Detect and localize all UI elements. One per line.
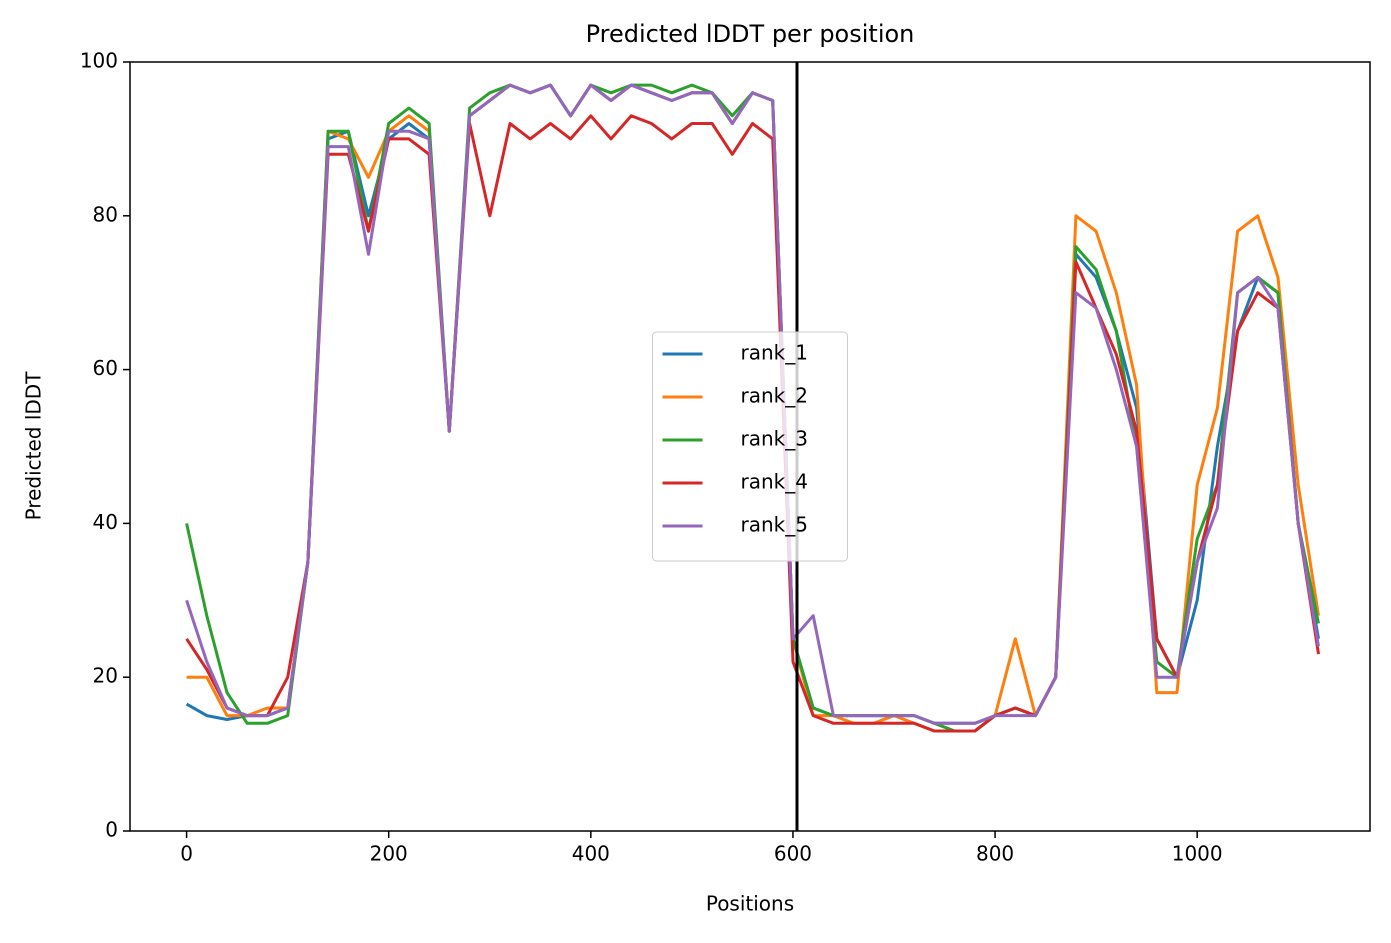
legend-label: rank_5: [741, 513, 808, 537]
x-tick-label: 800: [976, 842, 1014, 866]
line: [185, 83, 1320, 725]
x-tick-label: 1000: [1172, 842, 1223, 866]
y-axis-label: Predicted lDDT: [22, 371, 46, 521]
x-axis-label: Positions: [706, 892, 794, 916]
legend: rank_1 rank_2 rank_3 rank_4 rank_5: [652, 331, 848, 562]
y-tick-label: 40: [93, 510, 118, 534]
y-tick-label: 20: [93, 664, 118, 688]
x-tick-label: 0: [180, 842, 193, 866]
legend-box: [652, 331, 848, 562]
x-tick-label: 200: [370, 842, 408, 866]
y-tick-label: 100: [80, 49, 118, 73]
chart-title: Predicted lDDT per position: [586, 20, 915, 48]
legend-label: rank_3: [741, 427, 808, 451]
x-tick-label: 400: [572, 842, 610, 866]
y-tick-label: 0: [105, 818, 118, 842]
x-tick-label: 600: [774, 842, 812, 866]
line: [185, 114, 1320, 733]
plot-frame: [129, 61, 1371, 832]
y-tick-label: 60: [93, 356, 118, 380]
legend-label: rank_2: [741, 384, 808, 408]
legend-label: rank_4: [741, 470, 808, 494]
legend-label: rank_1: [741, 341, 808, 365]
y-tick-label: 80: [93, 202, 118, 226]
